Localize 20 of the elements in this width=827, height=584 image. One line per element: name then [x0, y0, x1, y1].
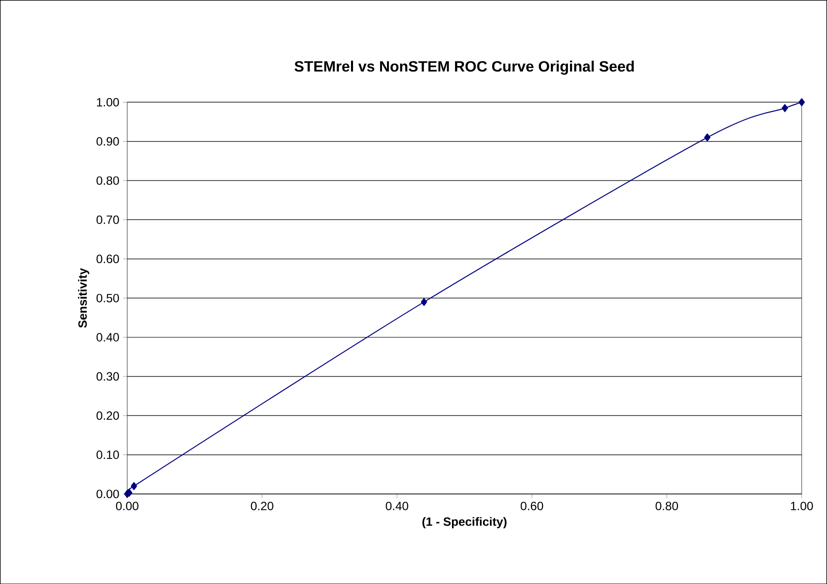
y-tick-label: 0.40 [96, 332, 119, 342]
x-tick-label: 0.20 [250, 502, 274, 510]
x-tick-label: 1.00 [790, 502, 813, 510]
y-tick-label: 0.90 [96, 137, 119, 146]
x-tick-label: 0.00 [116, 502, 138, 510]
y-tick-label: 0.70 [96, 215, 119, 224]
x-tick-label: 0.60 [520, 502, 544, 510]
y-tick-label: 0.00 [96, 490, 119, 498]
x-axis-title: (1 - Specificity) [422, 517, 507, 528]
y-tick-label: 0.30 [96, 372, 119, 381]
y-tick-label: 0.80 [96, 176, 119, 185]
y-axis-title: Sensitivity [78, 268, 90, 328]
y-tick-label: 0.10 [96, 450, 119, 459]
y-tick-label: 0.50 [96, 294, 119, 302]
x-tick-label: 0.40 [386, 502, 408, 510]
y-tick-label: 1.00 [96, 98, 119, 106]
chart-title: STEMrel vs NonSTEM ROC Curve Original Seed [294, 60, 634, 75]
x-tick-label: 0.80 [656, 502, 678, 510]
y-tick-label: 0.20 [96, 411, 119, 420]
y-tick-label: 0.60 [96, 254, 119, 264]
